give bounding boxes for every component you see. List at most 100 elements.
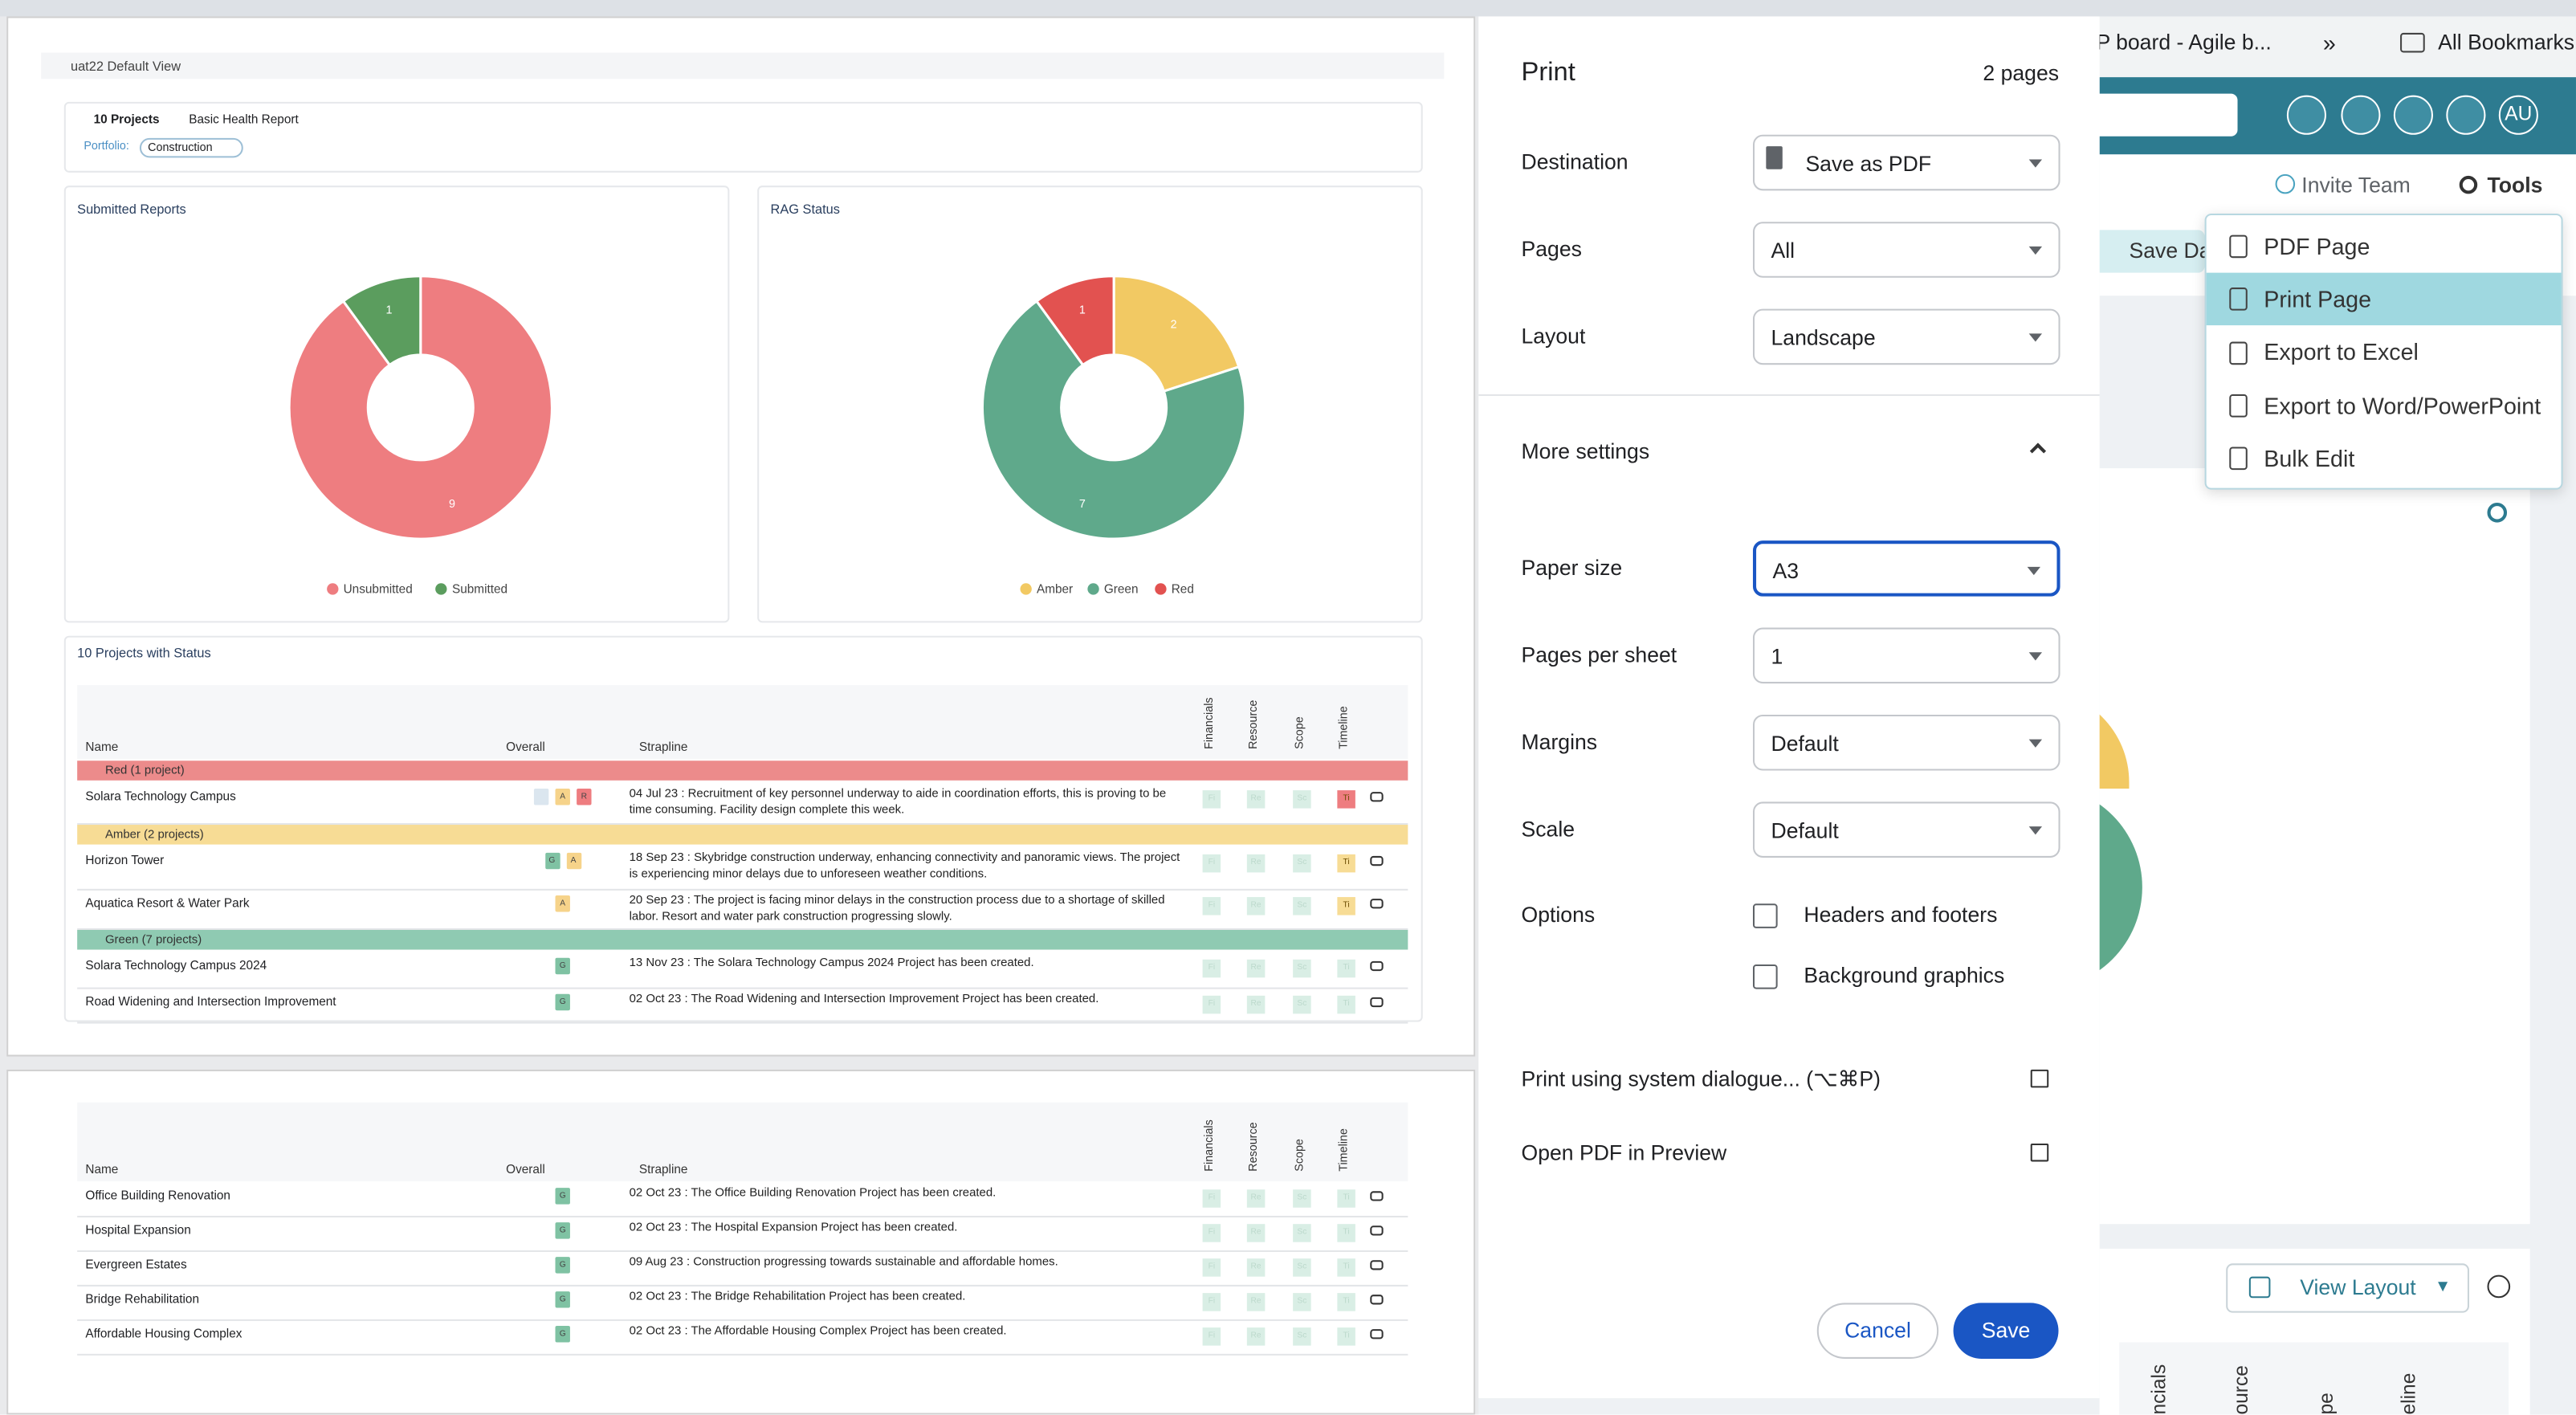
option-label[interactable]: Headers and footers <box>1804 902 1998 928</box>
project-name[interactable]: Office Building Renovation <box>85 1187 230 1202</box>
project-name[interactable]: Horizon Tower <box>85 851 165 867</box>
select[interactable]: All <box>1752 222 2060 278</box>
overall-badge: A <box>555 789 570 805</box>
avatar[interactable]: AU <box>2498 95 2538 135</box>
status-cell: Re <box>1246 1224 1266 1242</box>
status-cell: Ti <box>1337 790 1355 809</box>
select-value[interactable]: Save as PDF <box>1805 151 1932 177</box>
select-value[interactable]: All <box>1771 239 1795 263</box>
table-title: 10 Projects with Status <box>77 646 211 661</box>
column-header: Name <box>85 738 119 754</box>
menu-item[interactable]: Print Page <box>2264 285 2372 312</box>
status-cell: Sc <box>1293 1258 1311 1277</box>
bookmark[interactable]: FP board - Agile b... <box>2083 30 2272 55</box>
save-button[interactable]: Save <box>1953 1303 2059 1359</box>
print-dialog: Print 2 pages Destination Save as PDF Pages A… <box>1478 16 2100 1399</box>
status-cell: Ti <box>1337 1327 1355 1346</box>
more-settings[interactable]: More settings <box>1521 438 1650 464</box>
dialog-link[interactable]: Print using system dialogue... (⌥⌘P) <box>1521 1066 1881 1091</box>
save-button[interactable] <box>2086 230 2205 273</box>
status-header: Financials <box>1204 1119 1216 1172</box>
select[interactable]: Save as PDF <box>1752 134 2060 191</box>
checkbox[interactable] <box>1752 964 1778 989</box>
external-icon[interactable] <box>2030 1069 2049 1088</box>
external-icon[interactable] <box>2030 1143 2049 1162</box>
view-layout[interactable]: View Layout <box>2300 1275 2416 1300</box>
overall-badge: G <box>555 957 570 975</box>
status-header: Timeline <box>1339 1128 1351 1172</box>
table-header <box>77 1102 1408 1182</box>
status-cell: Ti <box>1337 1224 1355 1242</box>
comment-icon[interactable] <box>1370 960 1384 972</box>
project-name[interactable]: Solara Technology Campus 2024 <box>85 956 267 973</box>
status-cell: Re <box>1246 897 1266 915</box>
header-icon[interactable] <box>2341 95 2381 135</box>
invite-team[interactable]: Invite Team <box>2301 173 2411 198</box>
table-card <box>63 635 1423 1022</box>
select-value[interactable]: Default <box>1771 818 1839 843</box>
column-label: ncials <box>2146 1364 2170 1415</box>
comment-icon[interactable] <box>1370 1295 1384 1305</box>
menu-item[interactable]: Export to Word/PowerPoint <box>2264 391 2541 418</box>
select[interactable]: 1 <box>1752 627 2060 684</box>
row-divider <box>77 987 1408 989</box>
chevron-up[interactable] <box>2029 442 2047 459</box>
project-name[interactable]: Road Widening and Intersection Improveme… <box>85 993 336 1009</box>
comment-icon[interactable] <box>1370 1191 1384 1201</box>
projects-count: 10 Projects <box>93 111 160 126</box>
menu-icon <box>2229 340 2248 365</box>
comment-icon[interactable] <box>1370 855 1384 867</box>
gear-icon[interactable] <box>2487 503 2508 523</box>
select-value[interactable]: 1 <box>1771 644 1783 670</box>
project-name[interactable]: Hospital Expansion <box>85 1221 191 1237</box>
select-value[interactable]: A3 <box>1772 558 1800 584</box>
row-divider <box>77 1353 1408 1356</box>
portfolio-pill: Construction <box>139 137 243 158</box>
strapline: 18 Sep 23 : Skybridge construction under… <box>629 849 1180 881</box>
save-label[interactable]: Save Da <box>2129 239 2211 263</box>
checkbox[interactable] <box>1752 903 1778 928</box>
strapline: 02 Oct 23 : The Affordable Housing Compl… <box>629 1322 1007 1338</box>
select-value[interactable]: Default <box>1771 731 1839 756</box>
select[interactable]: Default <box>1752 714 2060 771</box>
group-label[interactable]: Red (1 project) <box>104 761 185 777</box>
header-icon[interactable] <box>2446 95 2486 135</box>
select-value[interactable]: Landscape <box>1771 325 1876 351</box>
project-name[interactable]: Solara Technology Campus <box>85 788 236 803</box>
project-name[interactable]: Affordable Housing Complex <box>85 1325 243 1340</box>
comment-icon[interactable] <box>1370 899 1384 909</box>
options-label: Options <box>1521 902 1596 928</box>
info-icon[interactable] <box>2487 1274 2511 1299</box>
status-cell: Sc <box>1293 959 1311 978</box>
select[interactable]: Default <box>1752 801 2060 858</box>
menu-icon <box>2229 234 2248 259</box>
project-name[interactable]: Aquatica Resort & Water Park <box>85 894 250 910</box>
option-label[interactable]: Background graphics <box>1804 963 2005 988</box>
comment-icon[interactable] <box>1370 1260 1384 1270</box>
tools[interactable]: Tools <box>2487 173 2543 198</box>
bookmark[interactable]: All Bookmarks <box>2438 30 2575 55</box>
menu-item[interactable]: PDF Page <box>2264 232 2370 259</box>
invite-icon <box>2275 173 2296 194</box>
select[interactable]: Landscape <box>1752 308 2060 365</box>
donut-slice <box>287 275 553 540</box>
menu-item[interactable]: Export to Excel <box>2264 338 2419 365</box>
project-name[interactable]: Evergreen Estates <box>85 1256 187 1271</box>
cancel-button[interactable]: Cancel <box>1816 1303 1939 1359</box>
select[interactable]: A3 <box>1752 540 2060 597</box>
comment-icon[interactable] <box>1370 792 1384 802</box>
dialog-link[interactable]: Open PDF in Preview <box>1521 1140 1727 1165</box>
project-name[interactable]: Bridge Rehabilitation <box>85 1291 200 1306</box>
view-layout-button[interactable] <box>2226 1263 2469 1313</box>
header-icon[interactable] <box>2393 95 2433 135</box>
legend-label: Red <box>1171 581 1194 597</box>
comment-icon[interactable] <box>1370 1225 1384 1236</box>
header-icon[interactable] <box>2286 95 2326 135</box>
group-label[interactable]: Green (7 projects) <box>104 931 202 946</box>
status-cell: Sc <box>1293 854 1311 873</box>
comment-icon[interactable] <box>1370 997 1384 1008</box>
menu-item[interactable]: Bulk Edit <box>2264 445 2355 471</box>
group-label[interactable]: Amber (2 projects) <box>104 826 204 841</box>
comment-icon[interactable] <box>1370 1329 1384 1340</box>
